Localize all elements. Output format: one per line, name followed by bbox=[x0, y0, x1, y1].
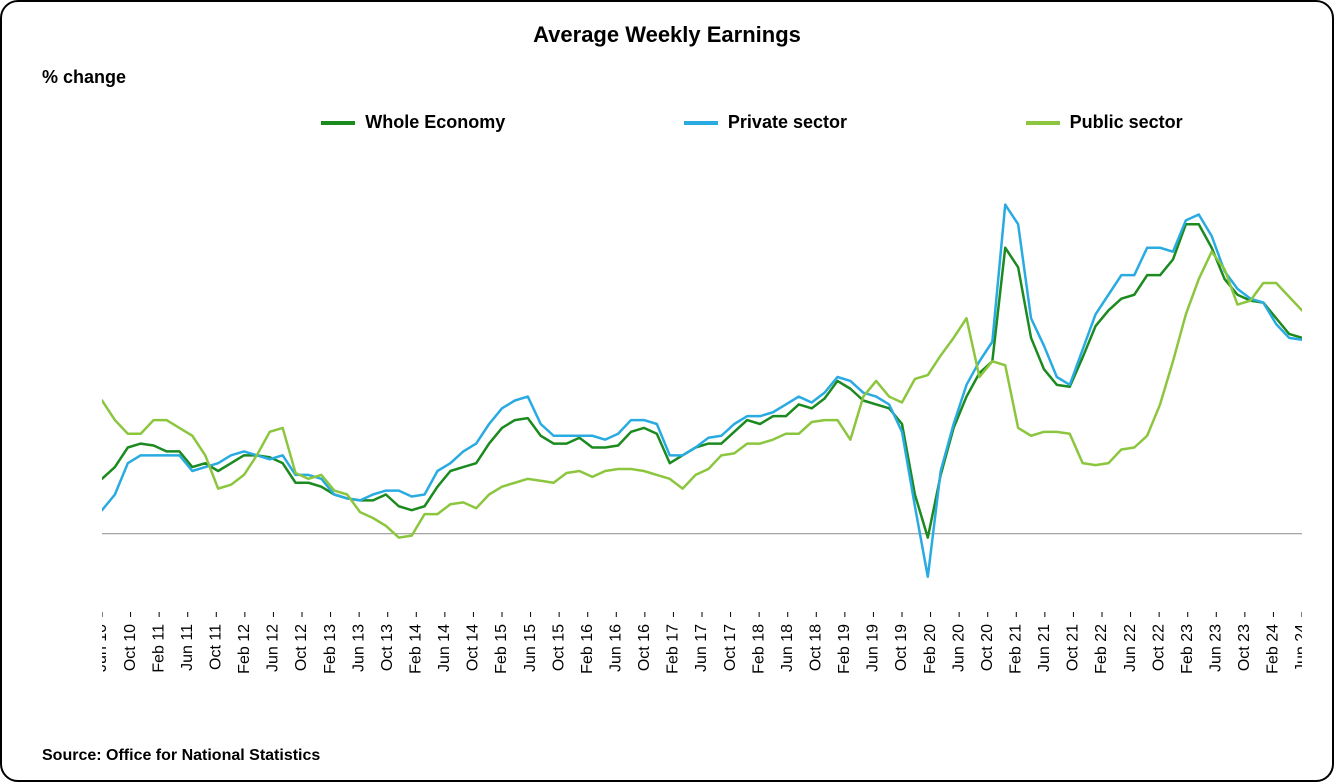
svg-text:Feb 21: Feb 21 bbox=[1008, 624, 1025, 674]
svg-text:Jun 14: Jun 14 bbox=[436, 624, 453, 672]
svg-text:Jun 21: Jun 21 bbox=[1036, 624, 1053, 672]
svg-text:Feb 18: Feb 18 bbox=[750, 624, 767, 674]
svg-text:Feb 12: Feb 12 bbox=[236, 624, 253, 674]
svg-text:Oct 15: Oct 15 bbox=[550, 624, 567, 671]
svg-text:Feb 14: Feb 14 bbox=[408, 624, 425, 674]
svg-text:Feb 15: Feb 15 bbox=[493, 624, 510, 674]
svg-text:Jun 12: Jun 12 bbox=[265, 624, 282, 672]
svg-text:Oct 19: Oct 19 bbox=[893, 624, 910, 671]
svg-text:Feb 11: Feb 11 bbox=[150, 624, 167, 673]
svg-text:Oct 16: Oct 16 bbox=[636, 624, 653, 671]
svg-text:Oct 12: Oct 12 bbox=[293, 624, 310, 671]
svg-text:Oct 17: Oct 17 bbox=[722, 624, 739, 671]
legend-label: Whole Economy bbox=[365, 112, 505, 133]
svg-text:Jun 22: Jun 22 bbox=[1122, 624, 1139, 672]
svg-text:Jun 10: Jun 10 bbox=[102, 624, 110, 672]
chart-plot-area: -2.00.02.04.06.08.010.0Jun 10Oct 10Feb 1… bbox=[102, 142, 1302, 692]
svg-text:Jun 17: Jun 17 bbox=[693, 624, 710, 672]
svg-text:Oct 21: Oct 21 bbox=[1065, 624, 1082, 671]
legend-swatch bbox=[321, 121, 355, 125]
legend-label: Private sector bbox=[728, 112, 847, 133]
svg-text:Jun 20: Jun 20 bbox=[950, 624, 967, 672]
svg-text:Jun 23: Jun 23 bbox=[1208, 624, 1225, 672]
svg-text:Feb 23: Feb 23 bbox=[1179, 624, 1196, 674]
svg-text:Oct 23: Oct 23 bbox=[1236, 624, 1253, 671]
svg-text:Feb 20: Feb 20 bbox=[922, 624, 939, 674]
svg-text:Feb 19: Feb 19 bbox=[836, 624, 853, 674]
svg-text:Jun 19: Jun 19 bbox=[865, 624, 882, 672]
svg-text:Oct 18: Oct 18 bbox=[808, 624, 825, 671]
legend: Whole Economy Private sector Public sect… bbox=[232, 112, 1272, 133]
svg-text:Jun 24: Jun 24 bbox=[1293, 624, 1302, 672]
svg-text:Oct 14: Oct 14 bbox=[465, 624, 482, 671]
svg-text:Jun 13: Jun 13 bbox=[350, 624, 367, 672]
legend-swatch bbox=[684, 121, 718, 125]
legend-swatch bbox=[1026, 121, 1060, 125]
svg-text:Feb 17: Feb 17 bbox=[665, 624, 682, 674]
svg-text:Jun 11: Jun 11 bbox=[179, 624, 196, 671]
svg-text:Feb 13: Feb 13 bbox=[322, 624, 339, 674]
svg-text:Feb 16: Feb 16 bbox=[579, 624, 596, 674]
svg-text:Feb 24: Feb 24 bbox=[1265, 624, 1282, 674]
svg-text:Oct 10: Oct 10 bbox=[122, 624, 139, 671]
svg-text:Oct 22: Oct 22 bbox=[1150, 624, 1167, 671]
chart-svg: -2.00.02.04.06.08.010.0Jun 10Oct 10Feb 1… bbox=[102, 142, 1302, 742]
svg-text:Jun 18: Jun 18 bbox=[779, 624, 796, 672]
svg-text:Jun 16: Jun 16 bbox=[608, 624, 625, 672]
svg-text:Oct 20: Oct 20 bbox=[979, 624, 996, 671]
legend-label: Public sector bbox=[1070, 112, 1183, 133]
chart-frame: Average Weekly Earnings % change Whole E… bbox=[0, 0, 1334, 782]
source-attribution: Source: Office for National Statistics bbox=[42, 747, 320, 765]
chart-title: Average Weekly Earnings bbox=[2, 22, 1332, 48]
svg-text:Oct 13: Oct 13 bbox=[379, 624, 396, 671]
y-axis-label: % change bbox=[42, 67, 126, 88]
legend-item-whole-economy: Whole Economy bbox=[321, 112, 505, 133]
legend-item-private-sector: Private sector bbox=[684, 112, 847, 133]
svg-text:Feb 22: Feb 22 bbox=[1093, 624, 1110, 674]
svg-text:Jun 15: Jun 15 bbox=[522, 624, 539, 672]
svg-text:Oct 11: Oct 11 bbox=[208, 624, 225, 670]
legend-item-public-sector: Public sector bbox=[1026, 112, 1183, 133]
